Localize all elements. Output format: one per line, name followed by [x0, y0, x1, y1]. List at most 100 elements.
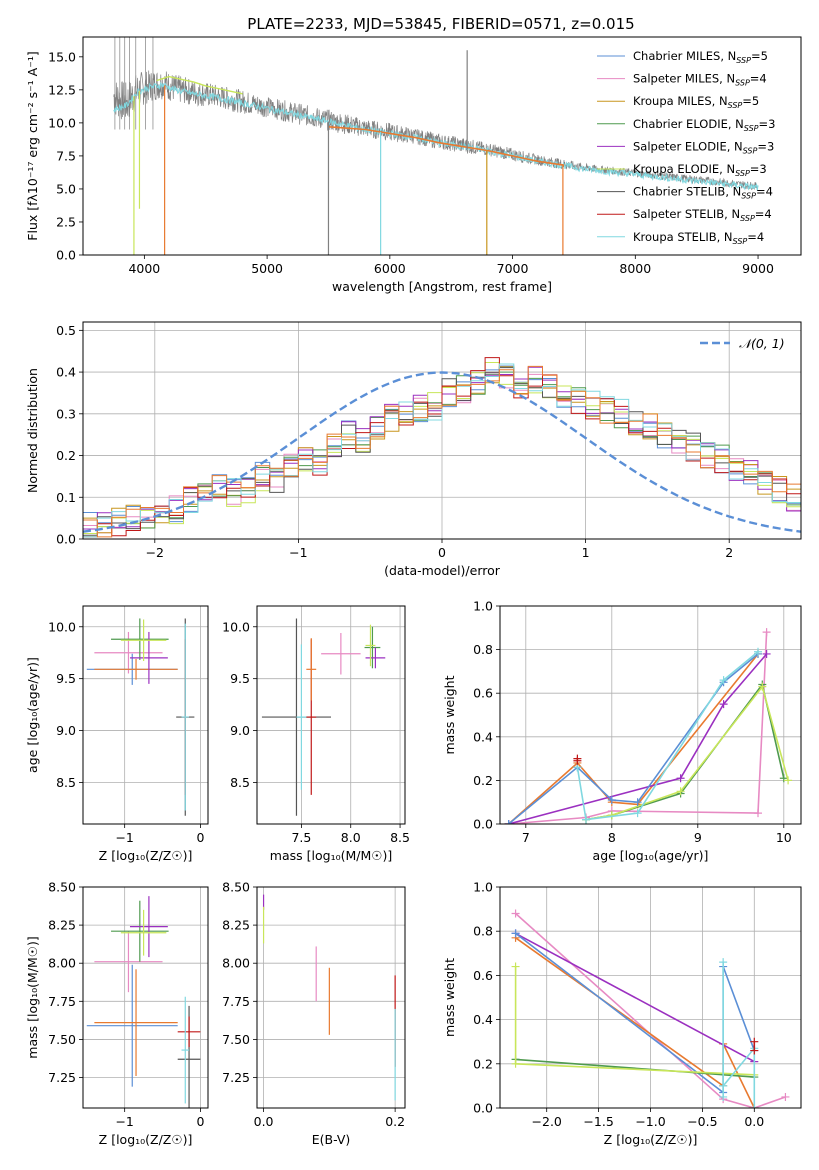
mass-age-x-axis-label: mass [log₁₀(M/M☉)]: [270, 848, 392, 863]
z-age-plot-area: [86, 618, 195, 816]
weight-marker: [676, 787, 685, 796]
weight-marker: [511, 962, 520, 971]
y-tick-label: 8.25: [48, 918, 76, 933]
y-tick-label: 0.6: [473, 968, 493, 983]
x-tick-label: 5000: [251, 261, 283, 276]
weight-marker: [719, 1092, 728, 1101]
z-weight-panel: −2.0 −1.5 −1.0 −0.5 0.0 0.0 0.2 0.4 0.6 0.8 1.0 Z […: [442, 880, 802, 1147]
legend-entry: Chabrier MILES, NSSP=5: [633, 49, 768, 65]
age-weight-plot-area: [504, 628, 793, 824]
y-tick-label: 0.8: [473, 642, 493, 657]
x-tick-label: 0.0: [254, 1114, 274, 1129]
x-tick-label: 9: [694, 830, 702, 845]
weight-marker: [754, 647, 762, 656]
ebv-mass-panel: 0.0 0.2 7.25 7.50 7.75 8.00 8.25 8.50 E(B-V): [222, 880, 406, 1147]
x-tick-label: 0: [438, 545, 446, 560]
histogram-series: [83, 372, 801, 534]
legend-entry: Kroupa MILES, NSSP=5: [633, 94, 759, 110]
y-tick-label: 0.4: [56, 365, 76, 380]
weight-marker: [719, 1081, 728, 1090]
x-tick-label: 8000: [619, 261, 651, 276]
histogram-series: [83, 365, 801, 524]
y-tick-label: 0.0: [473, 1101, 493, 1116]
legend-entry: Kroupa STELIB, NSSP=4: [633, 230, 764, 246]
residuals-y-axis-label: Normed distribution: [25, 368, 40, 493]
spectrum-plot-area: [113, 37, 759, 255]
ebv-mass-plot-area: [262, 894, 396, 1101]
y-tick-label: 0.5: [56, 323, 76, 338]
x-tick-label: −1: [289, 545, 307, 560]
axes-frame: [82, 321, 802, 540]
weight-series: [508, 653, 768, 824]
weight-marker: [781, 1092, 790, 1101]
weight-marker: [758, 682, 767, 691]
weight-series: [508, 653, 759, 824]
y-tick-label: 9.5: [56, 671, 76, 686]
legend-entry: Salpeter ELODIE, NSSP=3: [633, 139, 774, 155]
legend-entry: Kroupa ELODIE, NSSP=3: [633, 162, 767, 178]
y-tick-label: 9.0: [230, 723, 250, 738]
x-tick-label: 8.0: [341, 830, 361, 845]
age-weight-x-axis-label: age [log₁₀(age/yr)]: [593, 848, 709, 863]
x-tick-label: 0: [196, 1114, 204, 1129]
y-tick-label: 9.0: [56, 723, 76, 738]
weight-marker: [762, 628, 771, 637]
legend-entry: Salpeter MILES, NSSP=4: [633, 72, 767, 88]
y-tick-label: 0.0: [473, 817, 493, 832]
spectrum-y-axis-label: Flux [fλ10⁻¹⁷ erg cm⁻² s⁻¹ A⁻¹]: [25, 51, 40, 240]
y-tick-label: 2.5: [56, 214, 76, 229]
normal-curve: [83, 371, 801, 533]
weight-marker: [784, 776, 793, 785]
y-tick-label: 10.0: [48, 115, 76, 130]
z-mass-x-axis-label: Z [log₁₀(Z/Z☉)]: [99, 1132, 193, 1147]
x-tick-label: 7: [522, 830, 530, 845]
histogram-series: [83, 367, 801, 536]
x-tick-label: −2: [146, 545, 164, 560]
histogram-series: [83, 362, 801, 534]
x-tick-label: 0.0: [744, 1114, 764, 1129]
model-spectrum: [156, 75, 243, 95]
axes-frame: [256, 886, 406, 1109]
axes-frame: [256, 605, 406, 825]
weight-marker: [607, 796, 616, 805]
weight-series: [585, 682, 785, 821]
model-spectrum: [328, 126, 565, 166]
y-tick-label: 0.4: [473, 729, 493, 744]
y-tick-label: 7.25: [48, 1070, 76, 1085]
y-tick-label: 0.6: [473, 686, 493, 701]
y-tick-label: 8.00: [48, 956, 76, 971]
y-tick-label: 15.0: [48, 49, 76, 64]
y-tick-label: 7.50: [48, 1032, 76, 1047]
y-tick-label: 8.50: [222, 880, 250, 895]
weight-series: [508, 632, 768, 824]
weight-marker: [676, 774, 685, 783]
weight-marker: [573, 756, 582, 765]
weight-marker: [504, 820, 513, 824]
y-tick-label: 0.0: [56, 532, 76, 547]
x-tick-label: 8.5: [390, 830, 410, 845]
figure-title: PLATE=2233, MJD=53845, FIBERID=0571, z=0…: [247, 15, 634, 33]
y-tick-label: 8.50: [48, 880, 76, 895]
y-tick-label: 7.25: [222, 1070, 250, 1085]
age-weight-y-axis-label: mass weight: [442, 675, 457, 754]
residuals-plot-area: [83, 357, 801, 538]
legend-entry: Chabrier ELODIE, NSSP=3: [633, 117, 775, 133]
weight-series: [515, 932, 755, 1063]
y-tick-label: 10.0: [48, 619, 76, 634]
residuals-x-axis-label: (data-model)/error: [384, 563, 501, 578]
legend: Chabrier MILES, NSSP=5 Salpeter MILES, NS…: [597, 49, 775, 246]
weight-marker: [750, 1037, 759, 1046]
z-mass-y-axis-label: mass [log₁₀(M/M☉)]: [25, 936, 40, 1058]
y-tick-label: 8.00: [222, 956, 250, 971]
x-tick-label: 6000: [374, 261, 406, 276]
histogram-series: [83, 365, 801, 538]
x-tick-label: 0.2: [385, 1114, 405, 1129]
z-age-y-axis-label: age [log₁₀(age/yr)]: [25, 657, 40, 773]
axes-frame: [499, 886, 802, 1109]
histogram-series: [83, 366, 801, 530]
model-spectrum: [113, 81, 759, 191]
z-weight-y-axis-label: mass weight: [442, 958, 457, 1037]
z-age-panel: −1 0 8.5 9.0 9.5 10.0 Z [log₁₀(Z/Z☉)] age [log₁…: [25, 605, 209, 863]
x-tick-label: 10: [776, 830, 792, 845]
